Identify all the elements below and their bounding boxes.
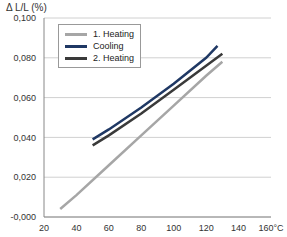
svg-text:0,060: 0,060 xyxy=(13,93,36,103)
html-text:Cooling: Cooling xyxy=(93,41,124,51)
svg-text:120: 120 xyxy=(199,223,214,233)
svg-text:0,080: 0,080 xyxy=(13,53,36,63)
svg-text:-0,000: -0,000 xyxy=(10,212,36,222)
svg-text:0,100: 0,100 xyxy=(13,13,36,23)
svg-text:60: 60 xyxy=(104,223,114,233)
svg-text:160°C: 160°C xyxy=(258,223,279,233)
svg-text:0,020: 0,020 xyxy=(13,172,36,182)
html-text:Δ L/L (%): Δ L/L (%) xyxy=(6,2,47,13)
svg-text:80: 80 xyxy=(136,223,146,233)
svg-text:100: 100 xyxy=(166,223,181,233)
svg-text:20: 20 xyxy=(39,223,49,233)
html-text:2. Heating: 2. Heating xyxy=(93,53,134,63)
svg-text:0,040: 0,040 xyxy=(13,133,36,143)
html-text:1. Heating: 1. Heating xyxy=(93,29,134,39)
svg-text:140: 140 xyxy=(231,223,246,233)
svg-text:40: 40 xyxy=(71,223,81,233)
